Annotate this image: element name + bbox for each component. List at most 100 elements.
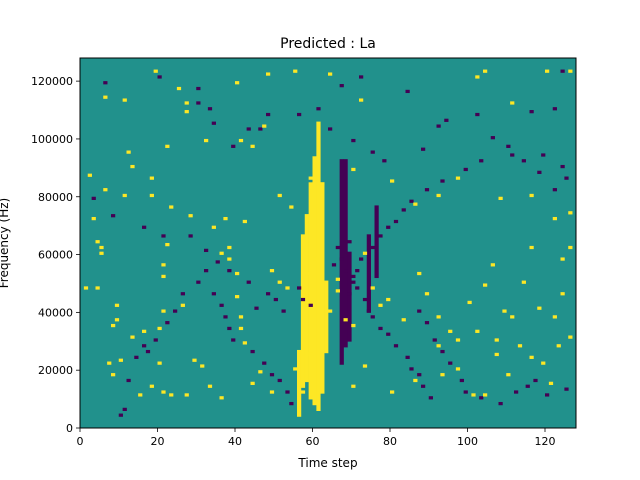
heatmap-cell-high	[250, 381, 255, 385]
y-tick-label: 60000	[38, 249, 73, 262]
heatmap-cell-low	[382, 159, 387, 163]
heatmap-cell-low	[525, 384, 530, 388]
heatmap-cell-low	[231, 144, 236, 148]
heatmap-cell-high	[111, 323, 116, 328]
heatmap-cell-low	[289, 401, 294, 406]
heatmap-cell-low	[196, 280, 201, 284]
heatmap-cell-low	[405, 89, 410, 94]
heatmap-cell-low	[359, 257, 364, 261]
heatmap-cell-high	[99, 251, 104, 255]
heatmap-cell-high	[91, 216, 96, 221]
heatmap-cell-low	[266, 112, 271, 117]
heatmap-cell-low	[91, 196, 96, 200]
heatmap-cells	[83, 69, 573, 417]
heatmap-cell-high	[161, 309, 166, 313]
heatmap-cell-low	[316, 107, 321, 111]
heatmap-cell-high	[521, 280, 526, 284]
heatmap-cell-high	[552, 315, 557, 319]
heatmap-cell-high	[130, 164, 135, 169]
heatmap-high-band	[316, 121, 321, 411]
heatmap-cell-low	[246, 127, 251, 131]
plot-area	[79, 57, 577, 429]
heatmap-cell-low	[475, 112, 480, 117]
heatmap-cell-high	[370, 286, 375, 290]
heatmap-cell-low	[142, 344, 147, 348]
heatmap-cell-high	[455, 367, 461, 371]
heatmap-cell-low	[142, 225, 147, 229]
heatmap-cell-high	[471, 393, 476, 397]
heatmap-cell-high	[161, 274, 166, 279]
heatmap-cell-high	[277, 280, 282, 284]
heatmap-cell-high	[568, 335, 573, 339]
heatmap-cell-low	[428, 396, 433, 400]
heatmap-cell-high	[401, 318, 406, 322]
heatmap-cell-high	[169, 205, 174, 209]
heatmap-cell-low	[424, 321, 430, 325]
heatmap-low-band	[339, 159, 344, 365]
heatmap-cell-low	[188, 234, 193, 238]
heatmap-cell-low	[211, 292, 216, 296]
heatmap-low-band	[343, 159, 348, 348]
heatmap-cell-high	[188, 214, 193, 218]
heatmap-cell-low	[339, 84, 344, 88]
y-axis-label: Frequency (Hz)	[0, 198, 11, 289]
heatmap-cell-high	[114, 303, 120, 307]
x-axis-label: Time step	[297, 456, 357, 470]
heatmap-cell-low	[285, 390, 290, 394]
heatmap-cell-high	[289, 205, 294, 209]
heatmap-cell-high	[436, 193, 441, 198]
heatmap-cell-low	[421, 384, 426, 388]
heatmap-cell-low	[180, 292, 185, 296]
heatmap-high-band	[320, 182, 325, 394]
heatmap-cell-low	[370, 315, 375, 319]
x-tick-label: 0	[77, 435, 84, 448]
heatmap-cell-high	[413, 378, 418, 383]
heatmap-cell-high	[413, 202, 418, 206]
heatmap-cell-low	[366, 309, 371, 313]
heatmap-cell-high	[537, 306, 542, 310]
heatmap-cell-low	[514, 390, 519, 394]
heatmap-cell-high	[308, 352, 313, 357]
heatmap-high-band	[324, 280, 329, 354]
heatmap-high-band	[300, 234, 306, 388]
heatmap-cell-low	[223, 315, 228, 319]
heatmap-cell-low	[401, 208, 406, 212]
y-axis-ticks: 0 20000 40000 60000 80000 100000 120000	[31, 75, 80, 435]
heatmap-cell-high	[235, 295, 240, 299]
heatmap-cell-high	[200, 364, 205, 368]
heatmap-cell-high	[103, 95, 108, 99]
heatmap-cell-low	[347, 240, 352, 244]
heatmap-cell-low	[510, 153, 515, 157]
heatmap-cell-high	[417, 271, 422, 276]
heatmap-cell-low	[370, 150, 375, 154]
heatmap-cell-high	[235, 271, 240, 276]
heatmap-cell-low	[552, 188, 557, 192]
heatmap-cell-high	[293, 367, 298, 371]
heatmap-cell-low	[339, 257, 344, 261]
heatmap-cell-high	[335, 289, 340, 293]
heatmap-cell-high	[161, 390, 166, 394]
heatmap-cell-low	[432, 338, 437, 342]
heatmap-cell-low	[351, 280, 356, 284]
heatmap-cell-high	[107, 361, 112, 365]
heatmap-cell-low	[277, 378, 282, 383]
heatmap-cell-high	[149, 193, 154, 198]
heatmap-cell-high	[223, 216, 228, 221]
heatmap-cell-low	[378, 234, 383, 238]
heatmap-cell-low	[297, 286, 302, 290]
heatmap-cell-high	[467, 300, 472, 305]
heatmap-cell-high	[122, 98, 127, 102]
heatmap-cell-high	[308, 176, 313, 180]
heatmap-cell-high	[262, 124, 267, 128]
heatmap-cell-high	[238, 138, 244, 143]
heatmap-cell-high	[192, 358, 197, 362]
heatmap-cell-low	[111, 214, 116, 218]
heatmap-cell-high	[560, 257, 565, 261]
chart-title: Predicted : La	[280, 36, 376, 52]
heatmap-cell-high	[204, 138, 209, 143]
heatmap-cell-high	[153, 69, 158, 73]
heatmap-cell-low	[211, 121, 216, 125]
heatmap-cell-high	[242, 219, 247, 224]
heatmap-cell-low	[165, 321, 170, 325]
heatmap-cell-low	[537, 170, 542, 174]
